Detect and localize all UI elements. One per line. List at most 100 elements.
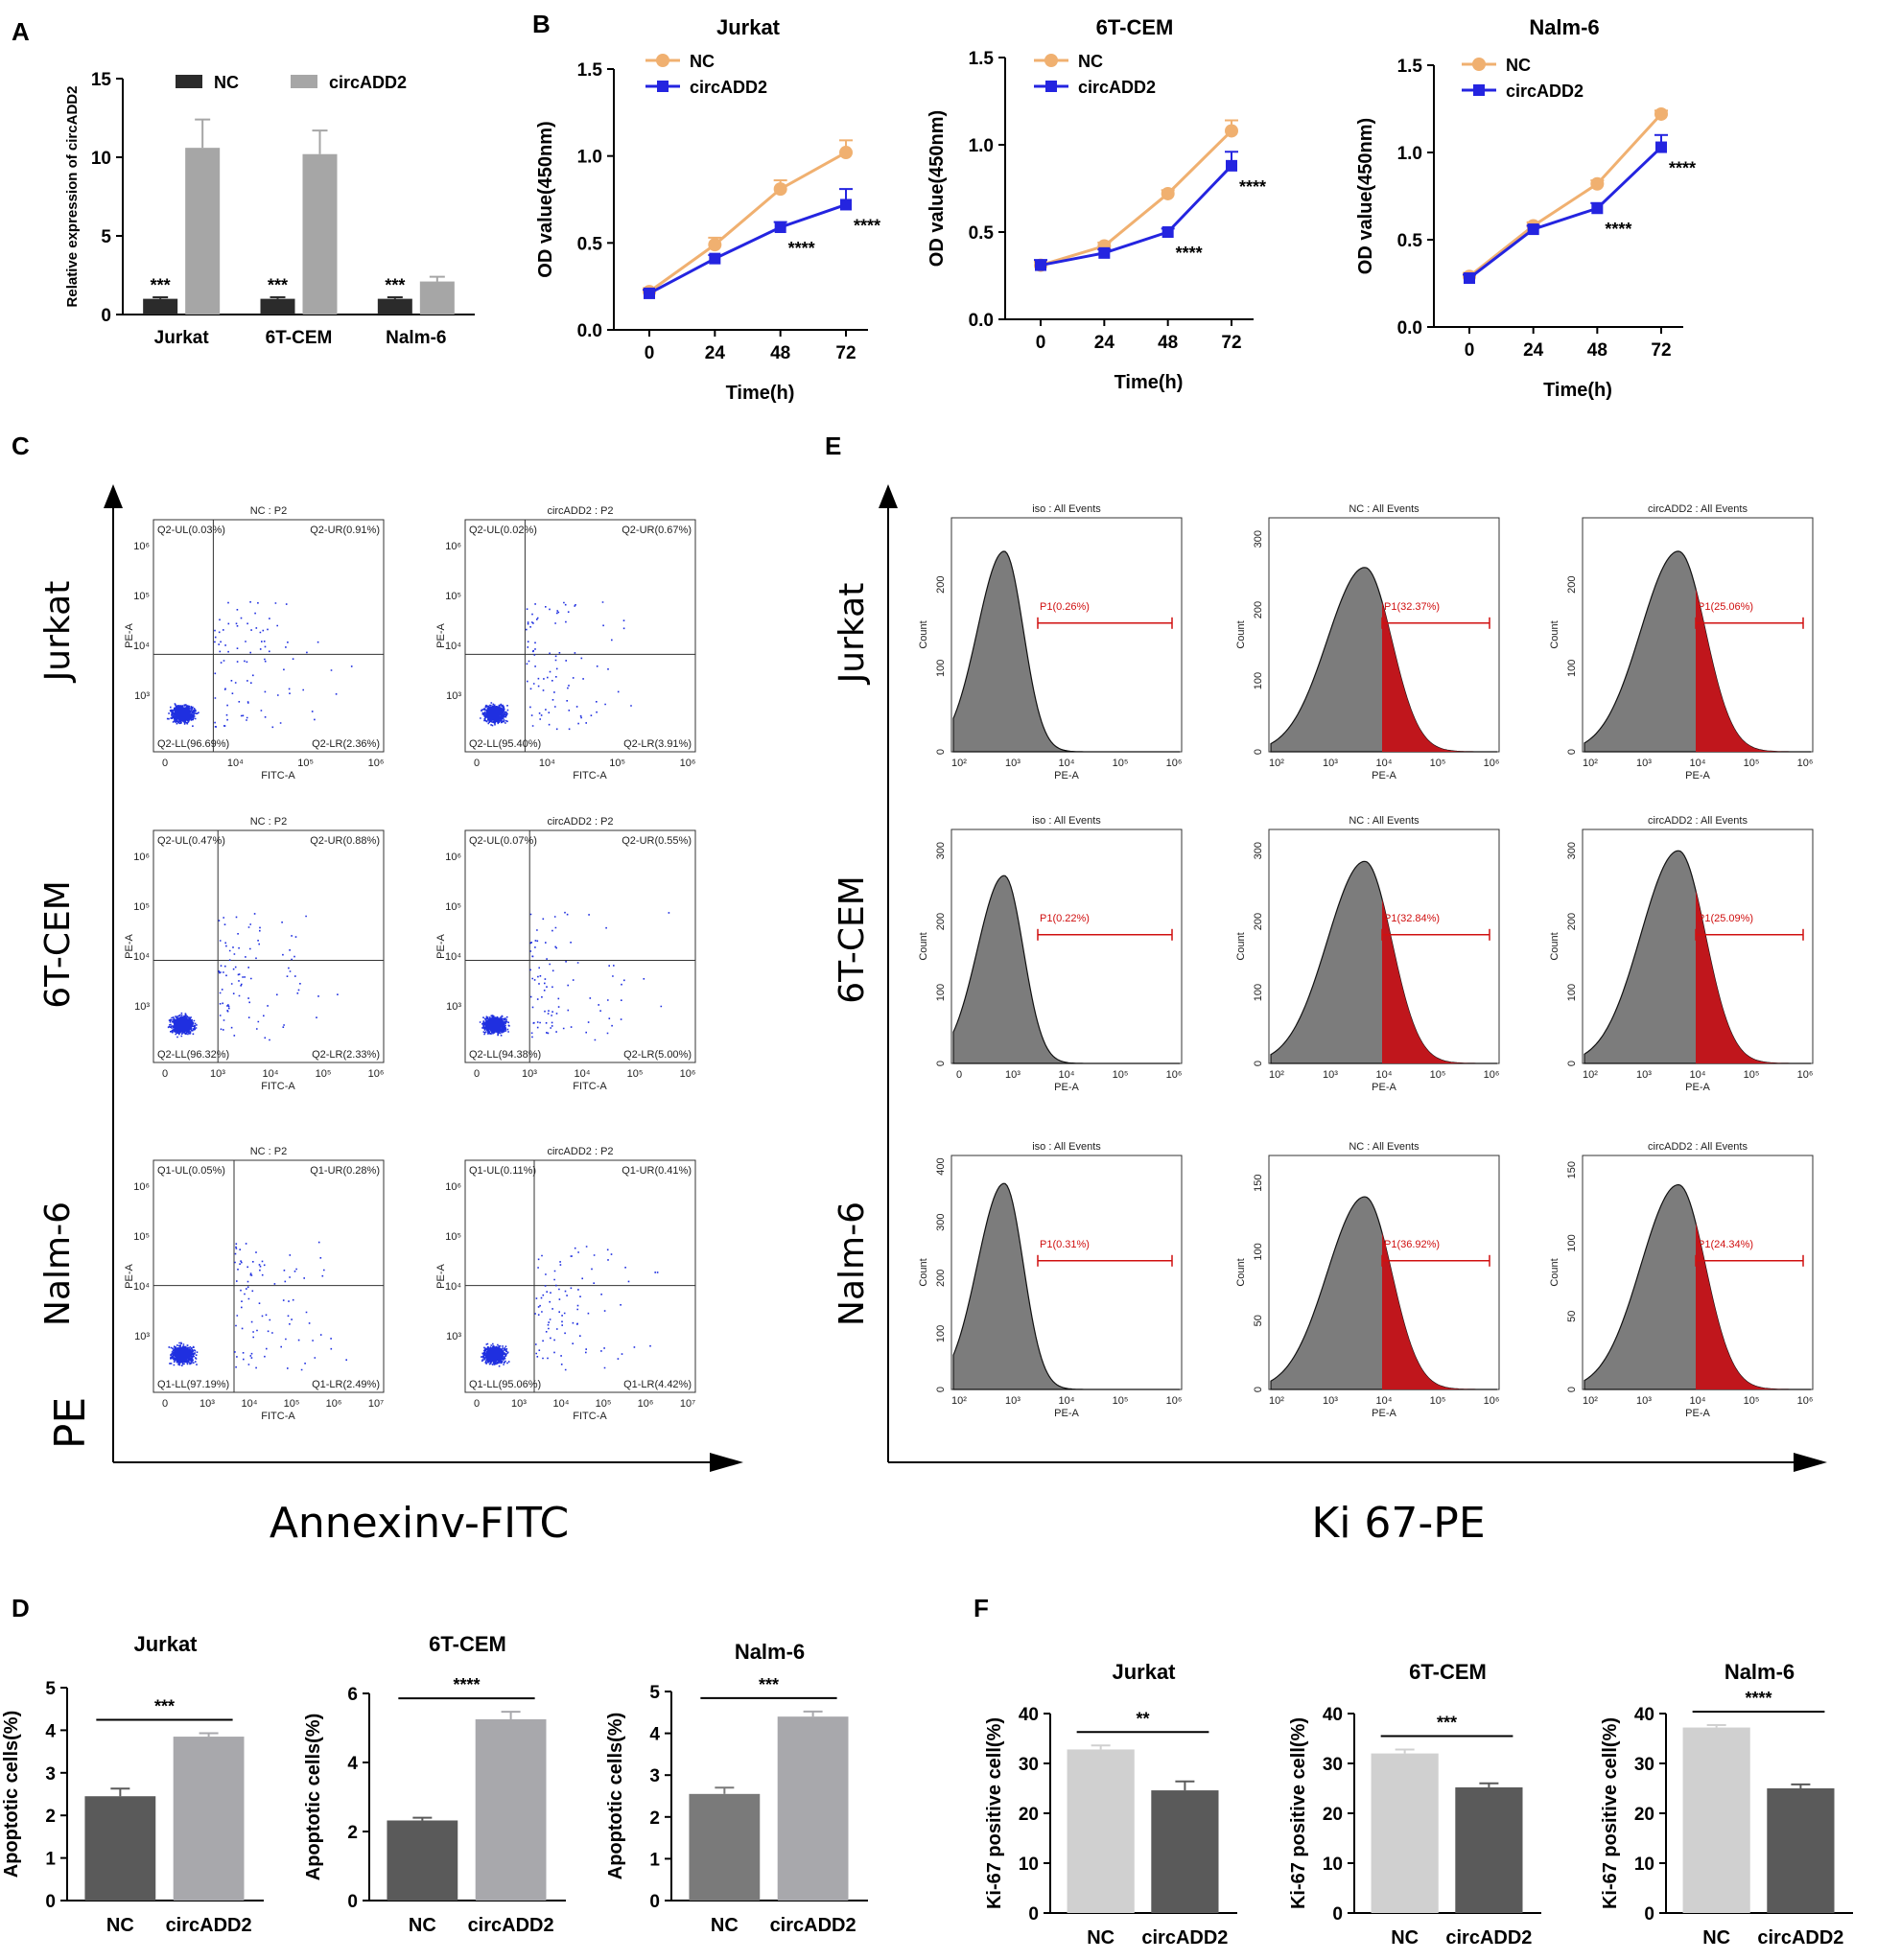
quadrant-ll: Q1-LL(97.19%) xyxy=(157,1379,229,1390)
quadrant-ll: Q2-LL(94.38%) xyxy=(469,1049,541,1061)
gate-label: P1(36.92%) xyxy=(1384,1239,1440,1250)
bar-chart-jurkat: 0 1 2 3 4 5 Jurkat Apoptotic cells(%) NC circADD2… xyxy=(1,1632,264,1936)
gate-label: P1(0.31%) xyxy=(1040,1239,1090,1250)
x-tick-label: 10⁶ xyxy=(326,1398,342,1410)
significance-label: *** xyxy=(268,276,288,295)
significance-label: *** xyxy=(759,1675,779,1694)
y-tick-label: 10⁴ xyxy=(133,951,150,963)
plot-y-label: Count xyxy=(1235,1258,1247,1286)
y-tick-label: 20 xyxy=(1019,1805,1039,1825)
y-tick-label: 1.0 xyxy=(1397,144,1422,164)
y-tick-label: 3 xyxy=(45,1764,56,1785)
legend-marker-circADD2 xyxy=(657,81,669,92)
quadrant-ul: Q2-UL(0.02%) xyxy=(469,525,537,536)
y-tick-label: 200 xyxy=(1253,913,1264,930)
bar-chart-6t-cem: 0 10 20 30 40 6T-CEM Ki-67 positive cell(%) NC c… xyxy=(1288,1660,1541,1948)
quadrant-ur: Q2-UR(0.88%) xyxy=(310,835,380,847)
x-tick-label: 10⁶ xyxy=(368,758,385,769)
scatter-plot: NC : P2 Q1-UL(0.05%) Q1-UR(0.28%) Q1-LL(97.… xyxy=(124,1146,385,1422)
histogram-area xyxy=(952,875,1180,1064)
y-tick-label: 10 xyxy=(91,149,111,169)
x-tick-label: 48 xyxy=(1587,340,1607,361)
x-category-label: Nalm-6 xyxy=(386,328,446,348)
significance-label: ** xyxy=(1137,1709,1150,1728)
plot-x-label: PE-A xyxy=(1685,1408,1710,1419)
y-tick-label: 5 xyxy=(101,227,111,247)
x-tick-label: 10⁷ xyxy=(368,1398,384,1410)
chart-title: 6T-CEM xyxy=(429,1632,506,1656)
chart-title: Nalm-6 xyxy=(735,1640,805,1664)
y-tick-label: 1 xyxy=(45,1850,56,1870)
x-category-label: circADD2 xyxy=(1141,1927,1228,1948)
row-label-nalm-6: Nalm-6 xyxy=(38,1202,78,1326)
chart-title: Jurkat xyxy=(1112,1660,1176,1684)
plot-x-label: FITC-A xyxy=(261,770,295,782)
point-NC xyxy=(839,146,853,160)
row-label-jurkat: Jurkat xyxy=(38,581,78,684)
series-line-circADD2 xyxy=(1040,164,1233,268)
scatter-plot: circADD2 : P2 Q1-UL(0.11%) Q1-UR(0.41%) Q1-… xyxy=(435,1146,696,1422)
x-tick-label: 10³ xyxy=(522,1068,537,1080)
x-tick-label: 10⁶ xyxy=(1166,758,1183,769)
panel-e-flow-histograms: Ki 67-PE Jurkat 6T-CEM Nalm-6 iso : All Even… xyxy=(833,484,1827,1548)
legend-marker-NC xyxy=(1472,58,1486,71)
y-tick-label: 0 xyxy=(1566,1387,1578,1392)
x-tick-label: 10² xyxy=(1269,1395,1284,1407)
y-tick-label: 4 xyxy=(347,1754,358,1774)
point-circADD2 xyxy=(1591,202,1604,215)
gated-area xyxy=(1696,890,1811,1063)
bar-circADD2 xyxy=(1455,1786,1523,1913)
quadrant-ll: Q2-LL(95.40%) xyxy=(469,738,541,750)
x-tick-label: 10³ xyxy=(1323,1395,1338,1407)
panel-letter-d: D xyxy=(12,1594,30,1622)
panel-c-flow-scatter: Annexinv-FITC PE Jurkat 6T-CEM Nalm-6 NC : P2… xyxy=(38,484,743,1548)
x-tick-label: 24 xyxy=(1523,340,1544,361)
x-tick-label: 10⁶ xyxy=(1484,758,1500,769)
bar-NC xyxy=(84,1796,156,1901)
x-category-label: NC xyxy=(1702,1927,1730,1948)
x-tick-label: 10⁵ xyxy=(1430,758,1446,769)
x-tick-label: 0 xyxy=(956,1069,962,1081)
point-circADD2 xyxy=(774,222,786,234)
y-axis-title: Ki-67 positive cell(%) xyxy=(1288,1717,1309,1909)
significance-label: **** xyxy=(1176,244,1203,263)
legend-marker-NC xyxy=(1044,54,1058,67)
y-tick-label: 0 xyxy=(935,749,947,755)
chart-title: 6T-CEM xyxy=(1409,1660,1487,1684)
panel-a-bar-chart: 0 5 10 15 Relative expression of circADD2 Jur… xyxy=(64,70,475,348)
bar-NC xyxy=(377,298,412,315)
quadrant-ur: Q2-UR(0.67%) xyxy=(622,525,692,536)
y-tick-label: 40 xyxy=(1323,1705,1343,1725)
y-tick-label: 10⁵ xyxy=(445,591,461,602)
y-axis-title: Apoptotic cells(%) xyxy=(303,1714,324,1880)
y-tick-label: 10⁵ xyxy=(445,901,461,913)
x-category-label: circADD2 xyxy=(1757,1927,1843,1948)
x-tick-label: 24 xyxy=(705,343,726,363)
quadrant-lr: Q1-LR(4.42%) xyxy=(623,1379,692,1390)
quadrant-ul: Q2-UL(0.07%) xyxy=(469,835,537,847)
x-tick-label: 10⁴ xyxy=(1059,758,1075,769)
significance-label: *** xyxy=(385,276,405,295)
y-axis-title: OD value(450nm) xyxy=(535,121,556,277)
line-chart-nalm-6: 0.0 0.5 1.0 1.5 0 24 48 72 Nalm-6 Time(h) OD value… xyxy=(1355,15,1696,401)
y-tick-label: 0.5 xyxy=(969,223,995,244)
x-tick-label: 72 xyxy=(1651,340,1671,361)
x-tick-label: 10⁵ xyxy=(1744,758,1760,769)
legend-swatch-circADD2 xyxy=(291,75,317,88)
y-tick-label: 30 xyxy=(1019,1755,1039,1775)
y-tick-label: 10⁴ xyxy=(133,1281,150,1293)
point-circADD2 xyxy=(1226,159,1237,172)
point-circADD2 xyxy=(644,287,655,299)
bar-circADD2 xyxy=(185,148,221,315)
point-circADD2 xyxy=(1161,226,1174,238)
y-tick-label: 10⁶ xyxy=(133,1181,150,1193)
y-tick-label: 0 xyxy=(1332,1904,1343,1925)
y-tick-label: 1.5 xyxy=(1397,57,1423,77)
legend-marker-circADD2 xyxy=(1473,84,1485,96)
x-category-label: circADD2 xyxy=(166,1915,252,1936)
chart-title: Nalm-6 xyxy=(1529,15,1599,39)
legend-label: NC xyxy=(214,73,239,92)
plot-title: NC : P2 xyxy=(250,505,288,517)
x-tick-label: 10⁴ xyxy=(1690,1395,1706,1407)
y-tick-label: 100 xyxy=(1253,1243,1264,1260)
